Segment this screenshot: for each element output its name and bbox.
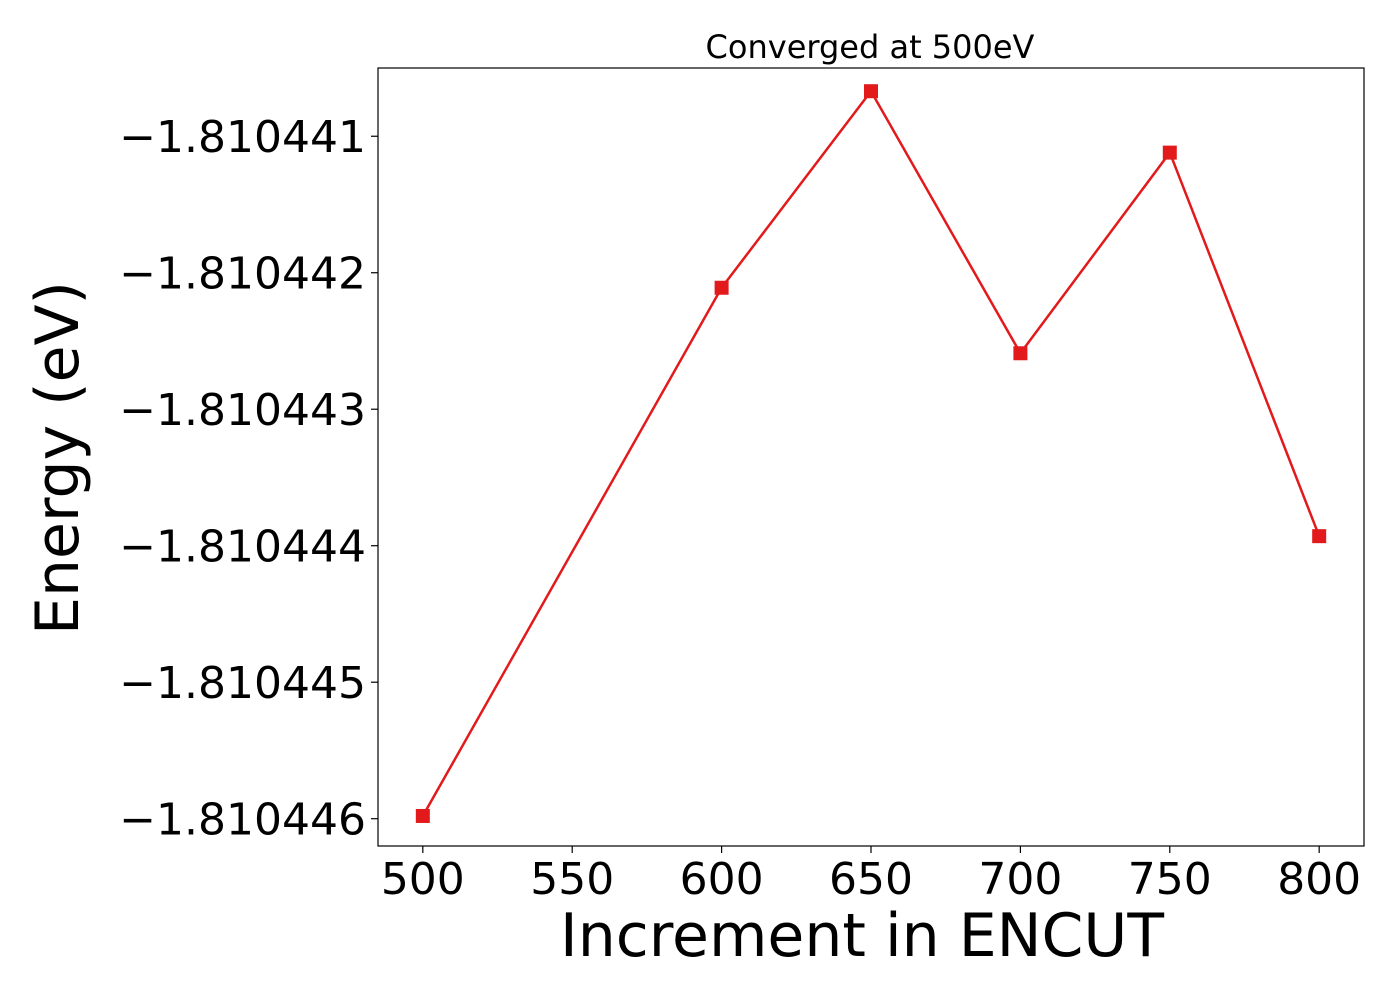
- y-tick-label: −1.810442: [119, 249, 366, 300]
- data-point-marker: [1162, 145, 1177, 160]
- data-point-marker: [1013, 346, 1028, 361]
- y-tick-label: −1.810441: [119, 112, 366, 163]
- data-point-marker: [1312, 529, 1327, 544]
- y-tick-label: −1.810446: [119, 795, 366, 846]
- data-point-marker: [714, 280, 729, 295]
- x-tick-label: 500: [381, 854, 465, 905]
- y-tick-label: −1.810443: [119, 385, 366, 436]
- plot-frame: [377, 67, 1365, 847]
- series-line: [421, 89, 1321, 817]
- plot-area: 500 550 600 650 700 750 800 −1.810446 −1.810445 −…: [119, 67, 1365, 905]
- x-axis-label: Increment in ENCUT: [560, 901, 1164, 971]
- y-tick-label: −1.810444: [119, 522, 366, 573]
- x-tick-label: 550: [530, 854, 614, 905]
- x-tick-label: 800: [1277, 854, 1361, 905]
- x-tick-label: 600: [680, 854, 764, 905]
- x-tick-label: 650: [829, 854, 913, 905]
- x-tick-label: 750: [1128, 854, 1212, 905]
- data-point-marker: [864, 84, 878, 99]
- data-point-marker: [415, 808, 430, 823]
- chart-title: Converged at 500eV: [706, 28, 1035, 66]
- y-axis-label: Energy (eV): [23, 281, 93, 635]
- y-tick-label: −1.810445: [119, 658, 366, 709]
- x-tick-label: 700: [978, 854, 1062, 905]
